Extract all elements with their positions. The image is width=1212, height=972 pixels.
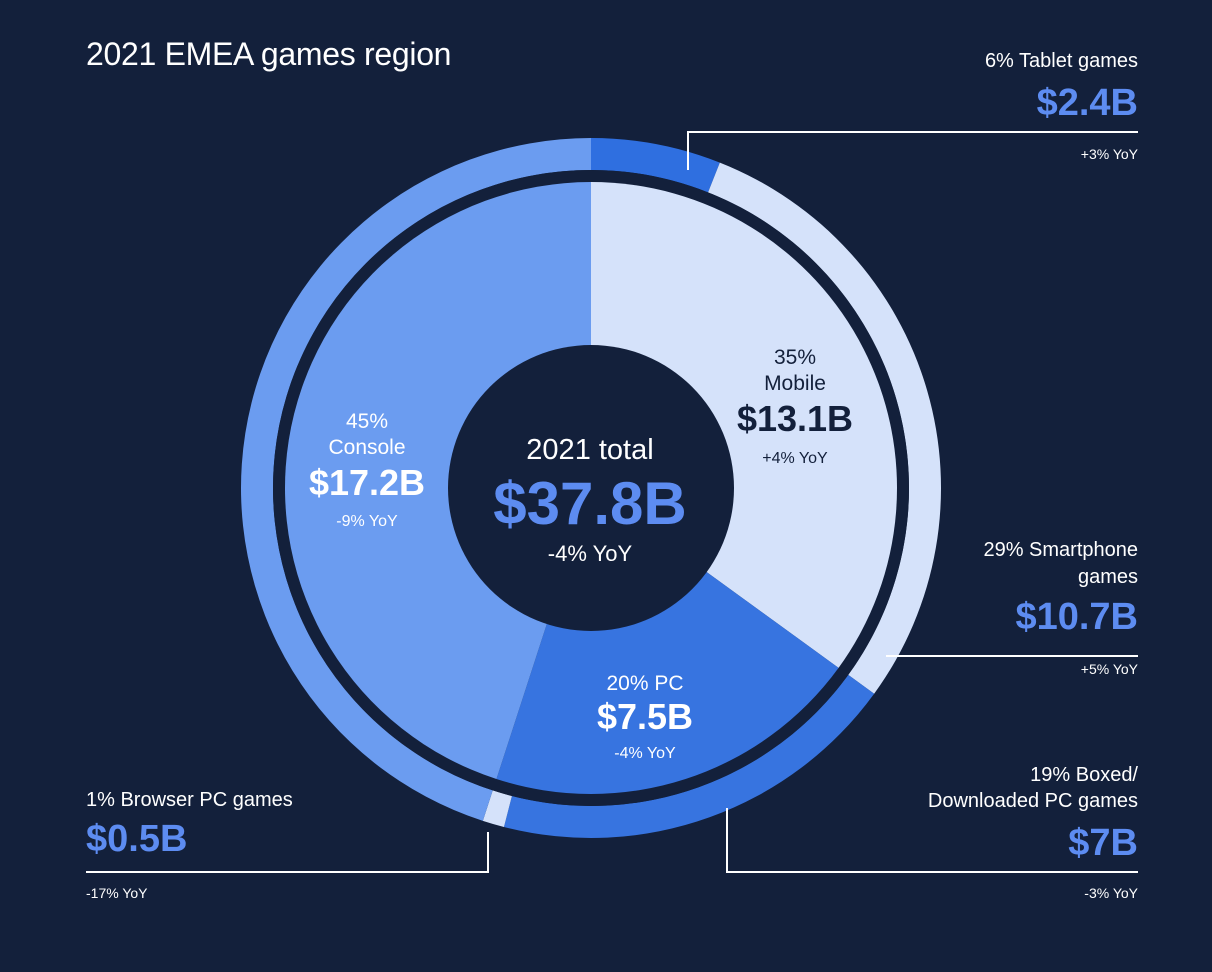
mobile-name: Mobile: [764, 372, 826, 395]
leader-line-browser-pc: [86, 832, 489, 873]
browser-pc-yoy: -17% YoY: [86, 885, 148, 901]
boxed-pc-value: $7B: [1068, 822, 1138, 864]
chart-title: 2021 EMEA games region: [86, 36, 452, 72]
smartphone-label-line2: games: [1077, 566, 1138, 588]
console-value: $17.2B: [308, 462, 426, 503]
tablet-yoy: +3% YoY: [1080, 146, 1138, 162]
pc-value: $7.5B: [596, 696, 694, 737]
outer-slice-1-browser-pc-games: [482, 790, 512, 828]
leader-line-boxed-pc: [726, 808, 1138, 873]
mobile-value: $13.1B: [736, 398, 854, 439]
total-label: 2021 total: [526, 434, 654, 466]
browser-pc-label: 1% Browser PC games: [86, 789, 293, 811]
browser-pc-value: $0.5B: [86, 818, 188, 860]
boxed-pc-yoy: -3% YoY: [1084, 885, 1138, 901]
total-value: $37.8B: [493, 470, 687, 537]
smartphone-yoy: +5% YoY: [1080, 661, 1138, 677]
smartphone-label-line1: 29% Smartphone: [983, 539, 1138, 561]
leader-line-tablet: [687, 131, 1138, 170]
console-yoy: -9% YoY: [336, 513, 398, 530]
center-hole: [448, 345, 734, 631]
boxed-pc-label-line2: Downloaded PC games: [927, 790, 1138, 812]
mobile-yoy: +4% YoY: [762, 450, 828, 467]
outer-slice-29-smartphone-games: [708, 162, 941, 694]
inner-slice-console: [284, 182, 591, 780]
pc-yoy: -4% YoY: [614, 745, 676, 762]
console-name: Console: [328, 436, 406, 459]
outer-ring: [241, 138, 941, 838]
smartphone-value: $10.7B: [1015, 596, 1138, 638]
boxed-pc-label-line1: 19% Boxed/: [1030, 764, 1138, 786]
inner-slice-mobile: [591, 182, 898, 668]
mobile-pct: 35%: [773, 346, 817, 369]
tablet-label: 6% Tablet games: [984, 50, 1138, 72]
console-pct: 45%: [345, 410, 389, 433]
outer-slice-6-tablet-games: [591, 138, 720, 193]
pc-pct: 20% PC: [606, 672, 684, 695]
inner-ring: [284, 182, 898, 794]
leader-lines: [86, 131, 1138, 873]
total-yoy: -4% YoY: [547, 541, 633, 566]
outer-slice-19-boxed-downloaded-pc-games: [503, 674, 875, 838]
tablet-value: $2.4B: [1036, 82, 1138, 124]
